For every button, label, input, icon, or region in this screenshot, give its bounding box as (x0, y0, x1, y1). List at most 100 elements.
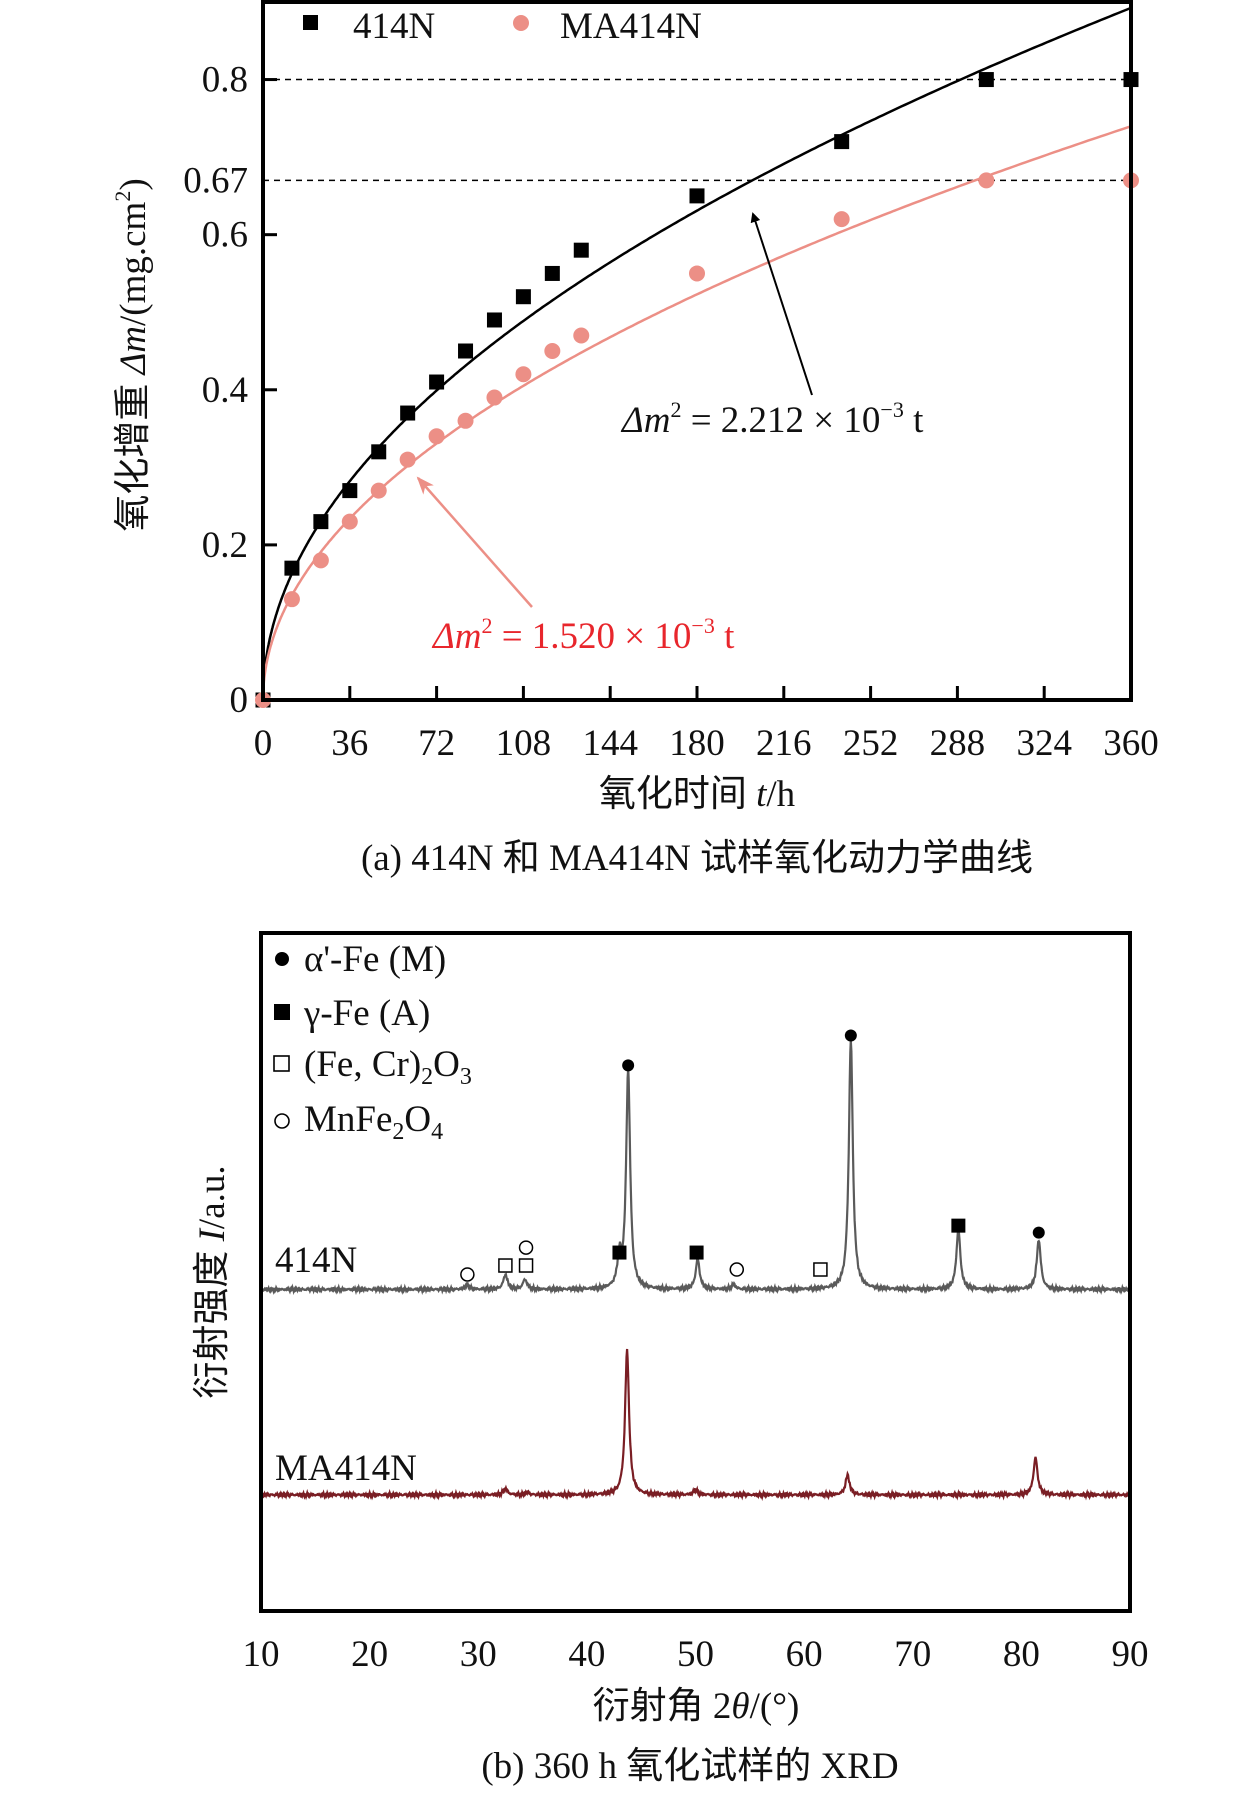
data-point-MA414N (486, 389, 503, 406)
data-point-414N (313, 514, 329, 530)
eq-mid: = 1.520 × 10 (492, 616, 691, 657)
data-point-414N (573, 242, 589, 258)
x-tick-label: 70 (894, 1634, 931, 1675)
series-label-414N: 414N (275, 1240, 357, 1281)
arrow-414N-fit (750, 212, 813, 396)
label-text: 氧化增重 (112, 374, 154, 531)
label-sub: 2 (392, 1119, 404, 1145)
eq-mid: = 2.212 × 10 (681, 400, 880, 441)
marker-fecr-oxide (498, 1258, 513, 1273)
plot-frame (259, 931, 1132, 1613)
data-point-414N (284, 560, 300, 576)
data-point-MA414N (283, 591, 300, 608)
label-var: I (192, 1227, 233, 1242)
legend: α'-Fe (M) γ-Fe (A) (Fe, Cr)2O3 MnFe2O4 (273, 939, 472, 1145)
label-text: (Fe, Cr) (304, 1044, 421, 1085)
label-unit: /(°) (750, 1686, 800, 1727)
eq-var: Δm (431, 616, 481, 657)
data-point-MA414N (978, 172, 995, 189)
eq-exp: −3 (880, 397, 903, 422)
data-point-MA414N (370, 482, 387, 499)
x-tick-label: 36 (331, 723, 368, 764)
label-var: t (756, 774, 768, 815)
data-point-414N (429, 374, 445, 390)
eq-sup: 2 (481, 613, 492, 638)
x-tick-label: 324 (1016, 723, 1072, 764)
data-point-MA414N (515, 366, 532, 383)
legend: 414N MA414N (303, 6, 702, 47)
fit-curve-414N (261, 6, 1132, 700)
label-var: Δm (113, 326, 154, 376)
reference-lines (263, 78, 1131, 182)
data-point-MA414N (457, 412, 474, 429)
marker-gamma-fe (951, 1218, 966, 1233)
data-point-414N (400, 405, 416, 421)
label-var: θ (731, 1686, 749, 1727)
x-tick-label: 216 (756, 723, 812, 764)
x-tick-label: 80 (1003, 1634, 1040, 1675)
xrd-pattern-MA414N (259, 1348, 1132, 1502)
marker-alpha-fe (844, 1029, 857, 1042)
x-tick-label: 72 (418, 723, 455, 764)
data-point-414N (342, 483, 358, 499)
data-point-414N (834, 134, 850, 150)
data-point-414N (458, 343, 474, 359)
label-text: 氧化时间 (599, 773, 756, 815)
fit-equation-MA414N: Δm2 = 1.520 × 10−3 t (431, 613, 735, 657)
x-axis-label: 氧化时间 t/h (599, 773, 796, 815)
legend-label-MA414N: MA414N (560, 6, 702, 47)
marker-mnfe2o4 (729, 1262, 745, 1277)
marker-alpha-fe (1032, 1226, 1045, 1239)
y-tick-label: 0 (230, 680, 249, 721)
fit-curves (261, 6, 1132, 700)
fit-equation-414N: Δm2 = 2.212 × 10−3 t (620, 397, 924, 441)
data-point-414N (978, 72, 994, 88)
label-sub: 4 (431, 1119, 443, 1145)
label-text: O (433, 1044, 460, 1085)
legend-symbol-alpha-fe (275, 952, 289, 966)
label-end: ) (113, 178, 154, 190)
x-tick-label: 0 (254, 723, 273, 764)
y-tick-label: 0.6 (202, 215, 248, 256)
eq-sup: 2 (670, 397, 681, 422)
x-tick-label: 108 (496, 723, 552, 764)
x-tick-label: 60 (786, 1634, 823, 1675)
data-point-MA414N (399, 451, 416, 468)
oxidation-kinetics-chart: 0 36 72 108 144 180 216 252 288 324 360 0 0.2 0.4 0.6 0… (110, 0, 1159, 879)
series-label-MA414N: MA414N (275, 1448, 417, 1489)
x-tick-label: 50 (677, 1634, 714, 1675)
y-tick-label: 0.4 (202, 370, 248, 411)
y-tick-label: 0.8 (202, 60, 248, 101)
arrow-MA414N-fit (416, 476, 533, 608)
data-point-MA414N (341, 513, 358, 530)
data-point-414N (544, 265, 560, 281)
eq-var: Δm (620, 400, 670, 441)
y-axis-label: 衍射强度 I/a.u. (191, 1165, 233, 1398)
marker-gamma-fe (689, 1245, 704, 1260)
marker-gamma-fe (612, 1245, 627, 1260)
x-tick-label: 252 (843, 723, 899, 764)
label-text: 衍射强度 (191, 1241, 233, 1398)
label-text: MnFe (304, 1099, 392, 1140)
legend-symbol-fecr-oxide (273, 1055, 290, 1072)
data-point-MA414N (689, 265, 705, 282)
label-sup: 2 (110, 191, 135, 202)
x-tick-label: 10 (243, 1634, 280, 1675)
data-points (255, 72, 1139, 708)
eq-exp: −3 (691, 613, 714, 638)
label-text: O (404, 1099, 431, 1140)
marker-alpha-fe (622, 1059, 635, 1072)
x-tick-label: 30 (460, 1634, 497, 1675)
legend-symbol-mnfe2o4 (274, 1113, 290, 1129)
x-axis-label: 衍射角 2θ/(°) (593, 1685, 800, 1727)
data-point-MA414N (544, 343, 561, 359)
marker-fecr-oxide (813, 1262, 828, 1277)
chart-a-caption: (a) 414N 和 MA414N 试样氧化动力学曲线 (361, 837, 1033, 879)
chart-b-caption: (b) 360 h 氧化试样的 XRD (481, 1745, 898, 1787)
axis-ticks: 0 36 72 108 144 180 216 252 288 324 360 0 0.2 0.4 0.6 0… (183, 60, 1159, 764)
y-tick-label: 0.67 (183, 160, 248, 201)
x-tick-label: 144 (582, 723, 638, 764)
phase-markers (460, 1029, 1045, 1282)
data-point-MA414N (312, 552, 329, 569)
